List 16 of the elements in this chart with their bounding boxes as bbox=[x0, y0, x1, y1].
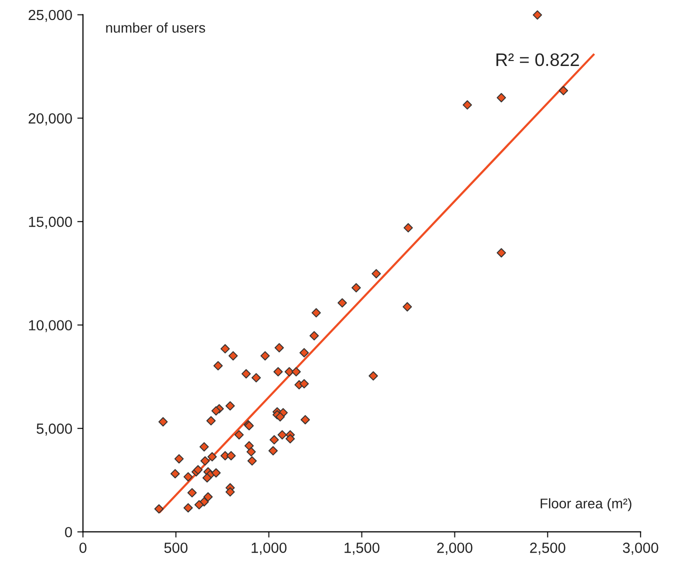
x-tick-label: 3,000 bbox=[622, 542, 658, 555]
x-tick-label: 1,500 bbox=[344, 542, 380, 555]
y-tick-label: 15,000 bbox=[29, 216, 72, 229]
x-tick-label: 2,500 bbox=[530, 542, 566, 555]
y-tick-label: 10,000 bbox=[29, 320, 72, 332]
x-tick-label: 0 bbox=[79, 542, 86, 553]
y-tick-label: 25,000 bbox=[28, 10, 72, 22]
y-tick-label: 5,000 bbox=[36, 424, 72, 436]
y-tick-label: 20,000 bbox=[28, 113, 72, 126]
y-axis-title: number of users bbox=[106, 22, 206, 33]
x-tick-label: 1,000 bbox=[252, 542, 287, 555]
x-tick-label: 500 bbox=[164, 542, 188, 553]
x-axis-title: Floor area (m²) bbox=[540, 498, 632, 512]
y-tick-label: 0 bbox=[65, 526, 72, 538]
x-tick-label: 2,000 bbox=[437, 542, 472, 555]
annotation: R² = 0.822 bbox=[496, 53, 579, 66]
